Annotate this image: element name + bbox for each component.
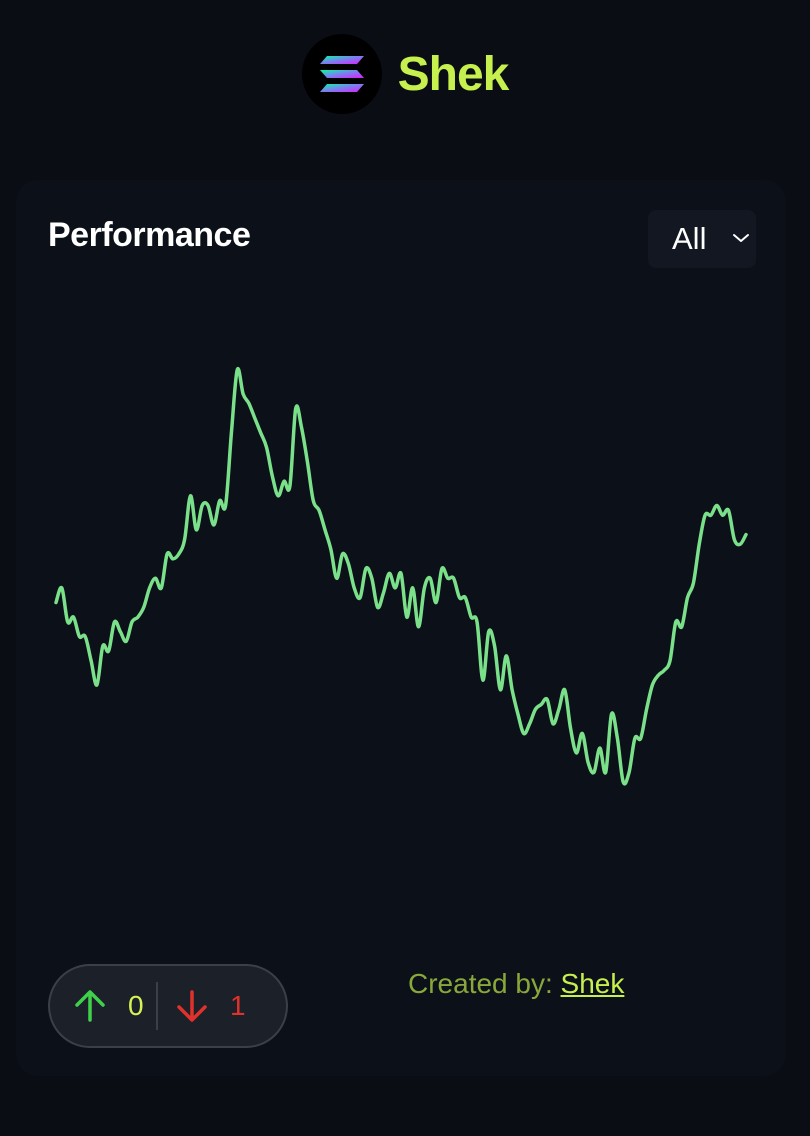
- solana-logo-icon: [319, 56, 364, 92]
- chart-plot-area: [54, 366, 748, 786]
- downvote-button[interactable]: 1: [158, 966, 246, 1046]
- upvote-count: 0: [128, 990, 144, 1021]
- vote-divider: [156, 982, 158, 1030]
- arrow-up-icon: [75, 990, 105, 1022]
- range-select-value: All: [672, 221, 707, 256]
- brand-name: Shek: [397, 47, 510, 101]
- header: Shek: [0, 34, 810, 114]
- card-title: Performance: [48, 216, 251, 254]
- author-link[interactable]: Shek: [560, 968, 625, 999]
- arrow-down-icon: [177, 990, 207, 1022]
- created-by-label: Created by:: [408, 968, 561, 999]
- series-line-0: [54, 366, 748, 786]
- upvote-button[interactable]: 0: [50, 966, 156, 1046]
- chevron-down-icon: [733, 234, 749, 242]
- created-by: Created by: Shek: [408, 968, 624, 1000]
- range-select[interactable]: All: [648, 210, 756, 268]
- vote-pill: 0 1: [48, 964, 288, 1048]
- performance-chart: [54, 366, 748, 786]
- downvote-count: 1: [230, 990, 246, 1021]
- performance-card: Performance All 0 1: [16, 180, 786, 1076]
- logo: [301, 34, 382, 114]
